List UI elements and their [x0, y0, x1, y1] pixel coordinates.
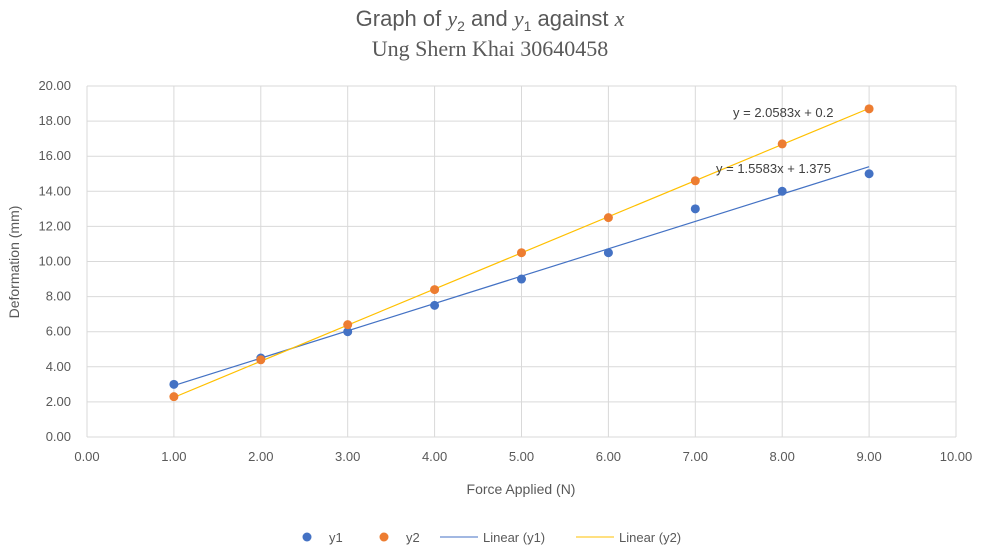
x-axis-label: Force Applied (N) [467, 481, 576, 497]
x-tick-label: 3.00 [335, 449, 360, 464]
y-tick-label: 16.00 [38, 148, 71, 163]
legend-marker-y1 [302, 532, 312, 542]
point-y1 [169, 379, 179, 389]
y-tick-label: 12.00 [38, 218, 71, 233]
point-y2 [603, 213, 613, 223]
legend-label-y1: y1 [329, 530, 343, 545]
y-tick-label: 2.00 [46, 394, 71, 409]
point-y2 [169, 392, 179, 402]
point-y2 [864, 104, 874, 114]
legend-marker-y2 [379, 532, 389, 542]
y-tick-label: 10.00 [38, 254, 71, 269]
trendline-equation-y1: y = 1.5583x + 1.375 [716, 161, 831, 176]
trendline-equation-y2: y = 2.0583x + 0.2 [733, 105, 833, 120]
point-y2 [256, 355, 266, 365]
point-y1 [777, 186, 787, 196]
point-y1 [517, 274, 526, 284]
x-tick-label: 6.00 [596, 449, 621, 464]
point-y1 [430, 300, 440, 310]
point-y2 [517, 248, 526, 258]
y-tick-label: 18.00 [38, 113, 71, 128]
y-tick-label: 14.00 [38, 183, 71, 198]
point-y1 [343, 327, 353, 337]
legend: y1 y2 Linear (y1) Linear (y2) [302, 530, 681, 545]
y-axis-label: Deformation (mm) [6, 206, 22, 319]
x-tick-label: 10.00 [940, 449, 973, 464]
gridlines [86, 85, 957, 438]
point-y1 [690, 204, 700, 214]
legend-label-linear-y1: Linear (y1) [483, 530, 545, 545]
chart-title: Graph of y2 and y1 against x [356, 6, 625, 34]
x-tick-label: 1.00 [161, 449, 186, 464]
x-tick-label: 9.00 [856, 449, 881, 464]
y-tick-label: 8.00 [46, 289, 71, 304]
point-y2 [343, 320, 353, 330]
y-tick-label: 4.00 [46, 359, 71, 374]
x-tick-label: 5.00 [509, 449, 534, 464]
x-tick-label: 8.00 [770, 449, 795, 464]
legend-label-y2: y2 [406, 530, 420, 545]
legend-label-linear-y2: Linear (y2) [619, 530, 681, 545]
x-tick-label: 2.00 [248, 449, 273, 464]
point-y1 [864, 169, 874, 179]
tick-labels: 0.00 1.00 2.00 3.00 4.00 5.00 6.00 7.00 8.00 9.00… [38, 78, 972, 464]
point-y2 [690, 176, 700, 186]
y-tick-label: 6.00 [46, 324, 71, 339]
point-y2 [777, 139, 787, 149]
x-tick-label: 7.00 [683, 449, 708, 464]
chart-subtitle: Ung Shern Khai 30640458 [372, 36, 608, 61]
x-tick-label: 4.00 [422, 449, 447, 464]
y-tick-label: 20.00 [38, 78, 71, 93]
point-y1 [603, 248, 613, 258]
x-tick-label: 0.00 [74, 449, 99, 464]
point-y2 [430, 285, 440, 295]
y-tick-label: 0.00 [46, 429, 71, 444]
data-points [169, 104, 874, 402]
